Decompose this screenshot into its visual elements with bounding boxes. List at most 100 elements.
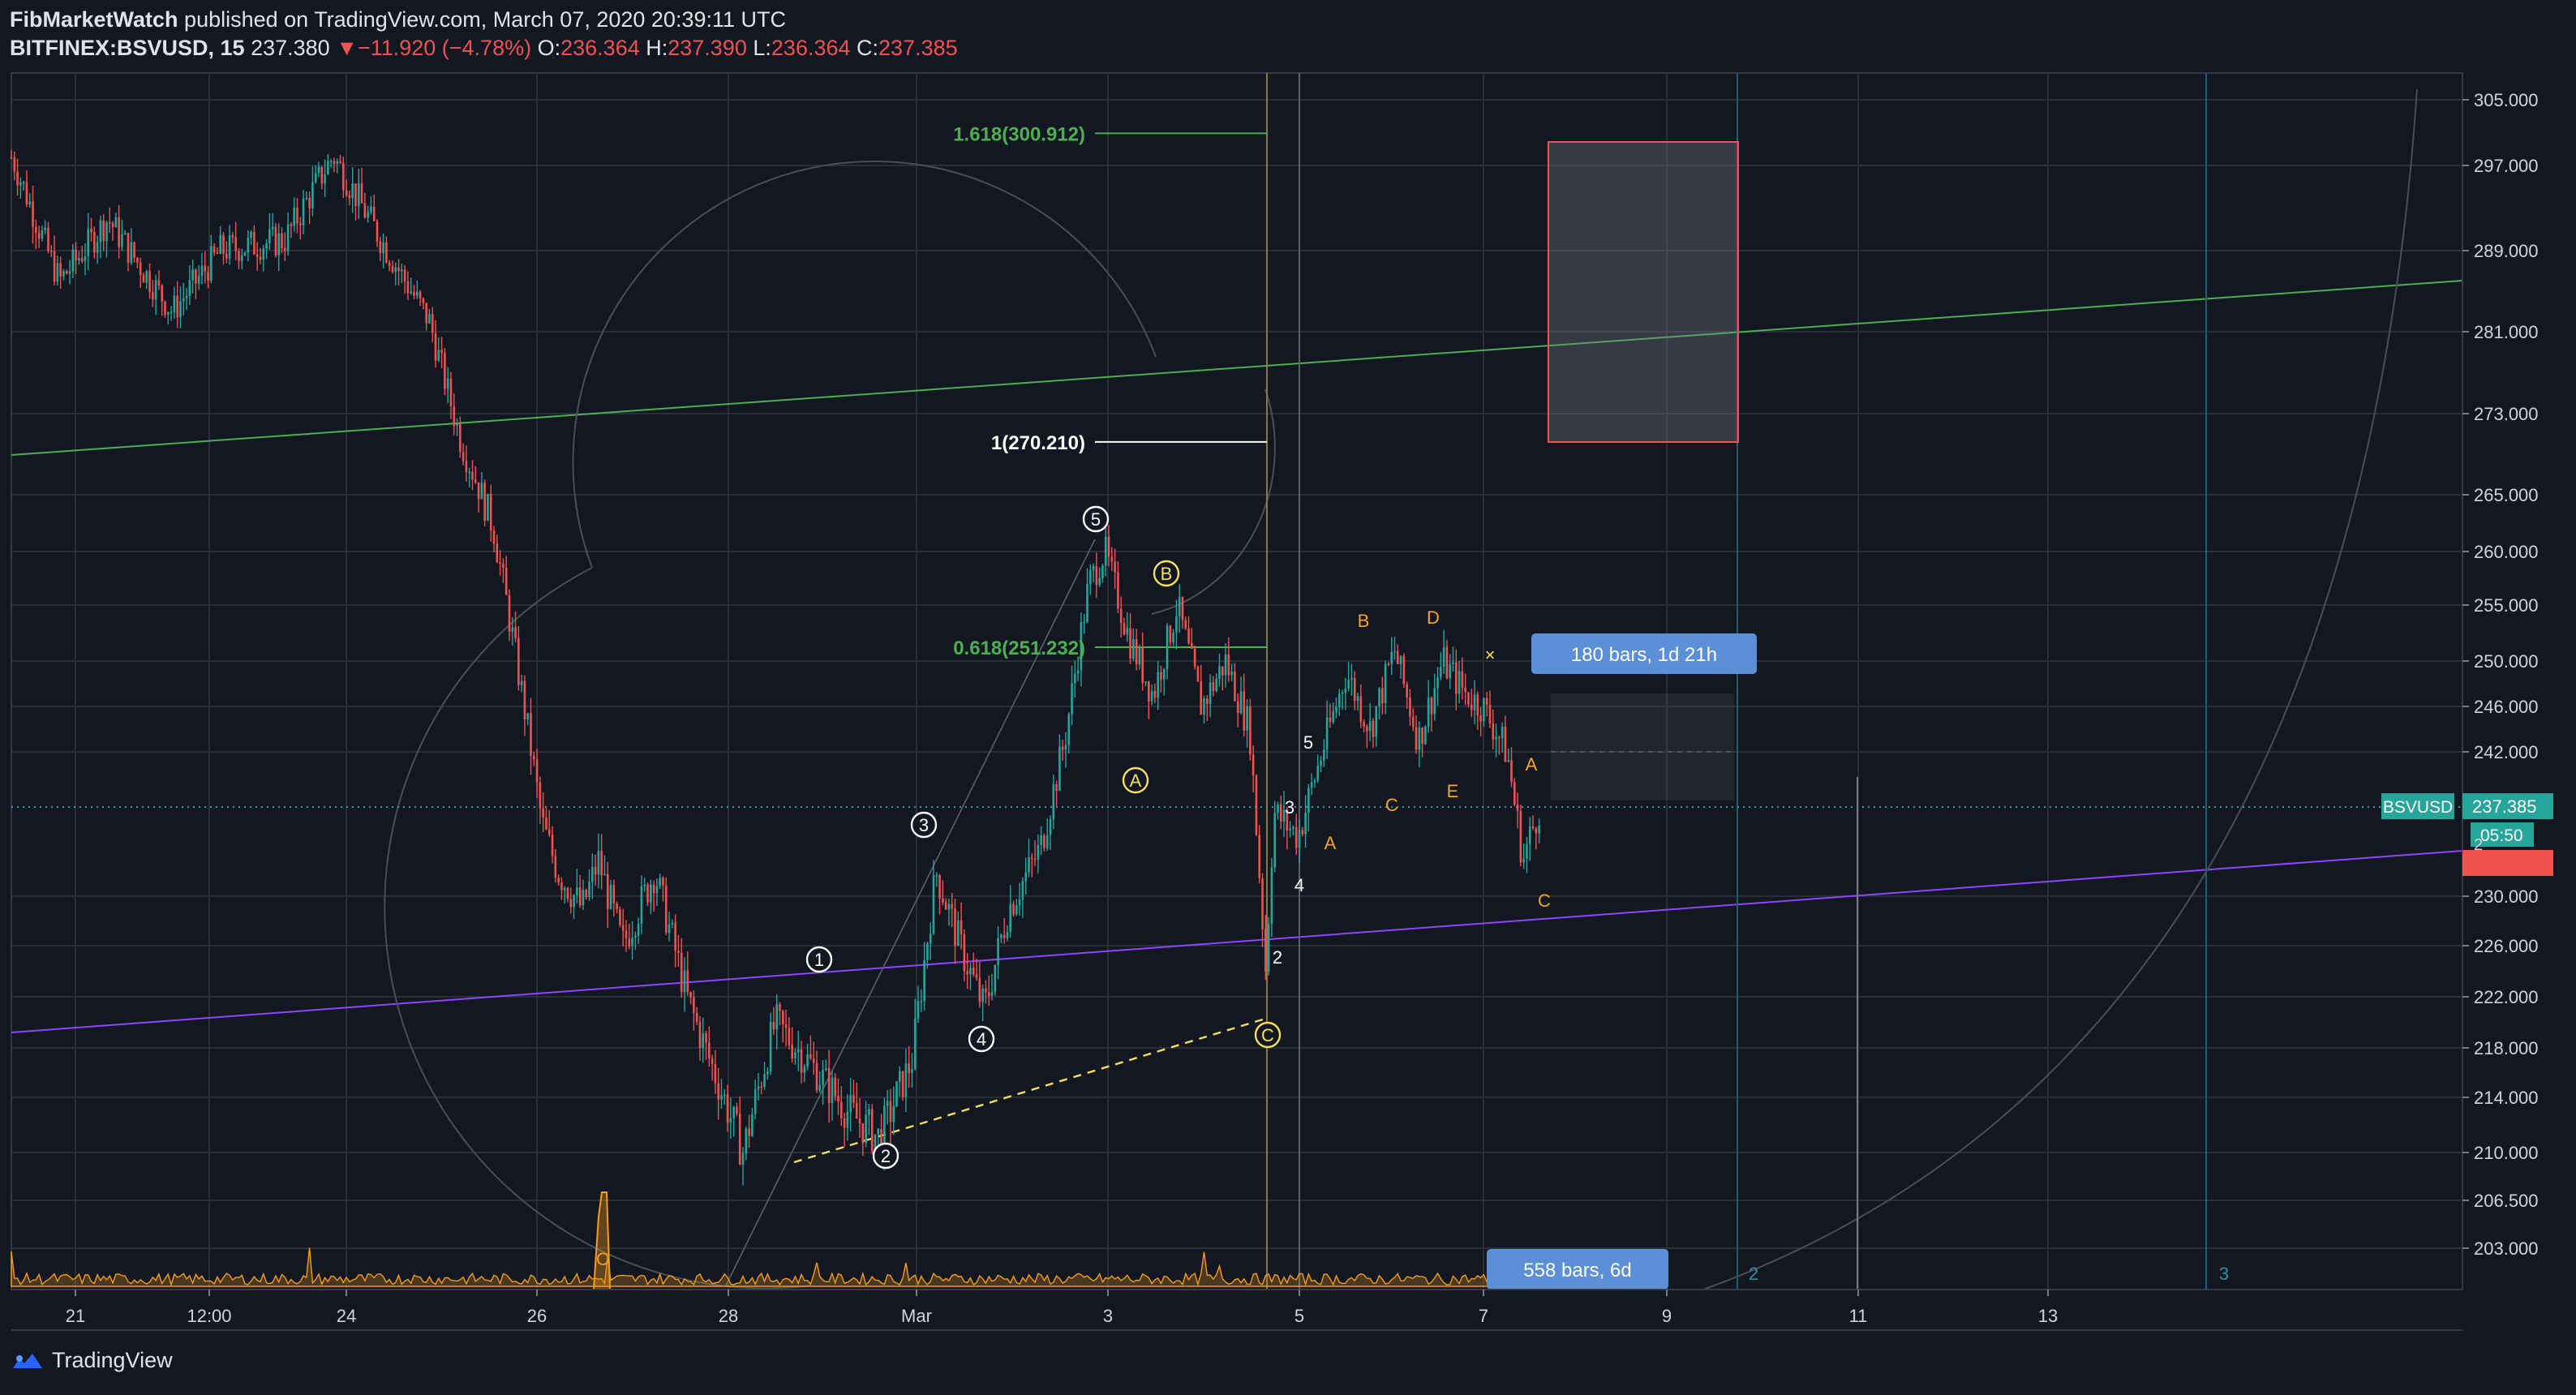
candle-body xyxy=(1436,677,1439,689)
candle-body xyxy=(293,207,295,226)
candle-body xyxy=(652,884,655,894)
countdown-tag-bg xyxy=(2471,822,2534,847)
candle-body xyxy=(1246,706,1248,731)
candle-body xyxy=(382,243,384,254)
candle-body xyxy=(477,482,480,500)
x-tick-label: Mar xyxy=(901,1306,932,1326)
candle-body xyxy=(523,680,526,719)
candle-body xyxy=(1138,647,1141,665)
candle-body xyxy=(1452,662,1454,664)
candle-body xyxy=(1012,904,1015,915)
candle-body xyxy=(1464,687,1466,693)
candle-body xyxy=(597,851,600,875)
high-label: H: xyxy=(646,36,668,60)
candle-body xyxy=(487,493,489,522)
candle-body xyxy=(56,263,59,282)
candle-body xyxy=(569,899,573,908)
candle-body xyxy=(345,190,348,195)
candle-body xyxy=(874,1134,877,1152)
candle-body xyxy=(1002,934,1006,938)
wave-labels: 1.618(300.912) 1(270.210) 0.618(251.232) 1 2… xyxy=(596,123,2229,1290)
candle-body xyxy=(557,878,560,883)
candle-body xyxy=(1372,720,1375,737)
partial-tick-label: 2 xyxy=(2474,836,2483,854)
candle-body xyxy=(406,281,410,294)
candle-body xyxy=(1483,698,1485,722)
candle-body xyxy=(1045,835,1049,848)
candle-body xyxy=(1538,825,1540,834)
target-box xyxy=(1548,141,1739,443)
candle-body xyxy=(1135,638,1138,665)
candle-body xyxy=(1307,788,1310,813)
candle-body xyxy=(1304,812,1307,835)
candle-body xyxy=(391,265,394,273)
candle-body xyxy=(1144,681,1147,683)
candle-body xyxy=(446,378,449,389)
trendline-green xyxy=(11,280,2463,456)
candle-body xyxy=(133,242,135,259)
tradingview-logo-icon[interactable] xyxy=(11,1350,44,1371)
footer-brand[interactable]: TradingView xyxy=(52,1348,173,1372)
candle-body xyxy=(1301,830,1304,835)
candle-body xyxy=(161,285,164,302)
candle-body xyxy=(41,230,44,239)
candle-body xyxy=(489,493,492,531)
wave-label-white-1-circle xyxy=(805,946,833,973)
candle-body xyxy=(827,1067,831,1104)
candle-body xyxy=(75,249,77,261)
close-label: C: xyxy=(857,36,879,60)
candle-body xyxy=(680,952,683,993)
volume-bars xyxy=(11,1191,1540,1290)
candle-body xyxy=(588,882,590,898)
candle-body xyxy=(628,938,631,946)
candle-body xyxy=(547,829,551,835)
candle-body xyxy=(1015,905,1018,915)
candle-body xyxy=(806,1054,809,1067)
candle-body xyxy=(1249,706,1252,755)
candle-body xyxy=(640,886,643,925)
candle-body xyxy=(975,974,978,978)
candle-body xyxy=(1350,678,1353,680)
publish-text: published on TradingView.com, March 07, … xyxy=(184,7,786,32)
candle-body xyxy=(1467,692,1470,705)
candle-body xyxy=(861,1123,865,1144)
candle-body xyxy=(440,350,443,354)
candle-body xyxy=(290,224,293,226)
candle-body xyxy=(1415,727,1418,750)
candle-body xyxy=(1402,655,1406,685)
symbol-label[interactable]: BITFINEX:BSVUSD, 15 xyxy=(10,36,245,60)
candle-body xyxy=(846,1111,849,1128)
candle-body xyxy=(938,875,941,899)
candle-body xyxy=(1018,899,1021,906)
candle-body xyxy=(1071,683,1073,715)
candle-body xyxy=(1076,670,1080,674)
time-zone-number: 3 xyxy=(2219,1264,2229,1284)
candle-body xyxy=(99,220,102,243)
candle-body xyxy=(646,884,649,903)
candle-body xyxy=(425,303,427,324)
candle-body xyxy=(1141,647,1144,683)
candle-body xyxy=(1009,904,1012,933)
candle-body xyxy=(1406,684,1408,698)
author-name[interactable]: FibMarketWatch xyxy=(10,7,178,32)
candle-body xyxy=(379,241,382,254)
candle-body xyxy=(444,353,446,389)
candle-body xyxy=(920,1001,923,1002)
candle-body xyxy=(1110,556,1114,562)
candle-body xyxy=(1485,698,1488,705)
candle-body xyxy=(1492,723,1495,740)
candle-body xyxy=(333,161,336,164)
candle-body xyxy=(753,1089,757,1114)
candle-body xyxy=(157,280,161,286)
time-axis[interactable]: 21 12:00 24 26 28 Mar 3 5 7 9 11 13 xyxy=(11,1289,2462,1331)
candle-body xyxy=(1150,691,1153,702)
candle-body xyxy=(1132,638,1135,659)
candle-body xyxy=(1433,688,1436,715)
plot-frame xyxy=(11,72,2463,1290)
price-axis[interactable]: 305.000 297.000 289.000 281.000 273.000 265.0… xyxy=(2381,73,2553,1290)
candle-body xyxy=(1356,696,1359,701)
candle-body xyxy=(619,909,621,925)
candle-body xyxy=(674,922,676,951)
candle-body xyxy=(951,904,954,908)
